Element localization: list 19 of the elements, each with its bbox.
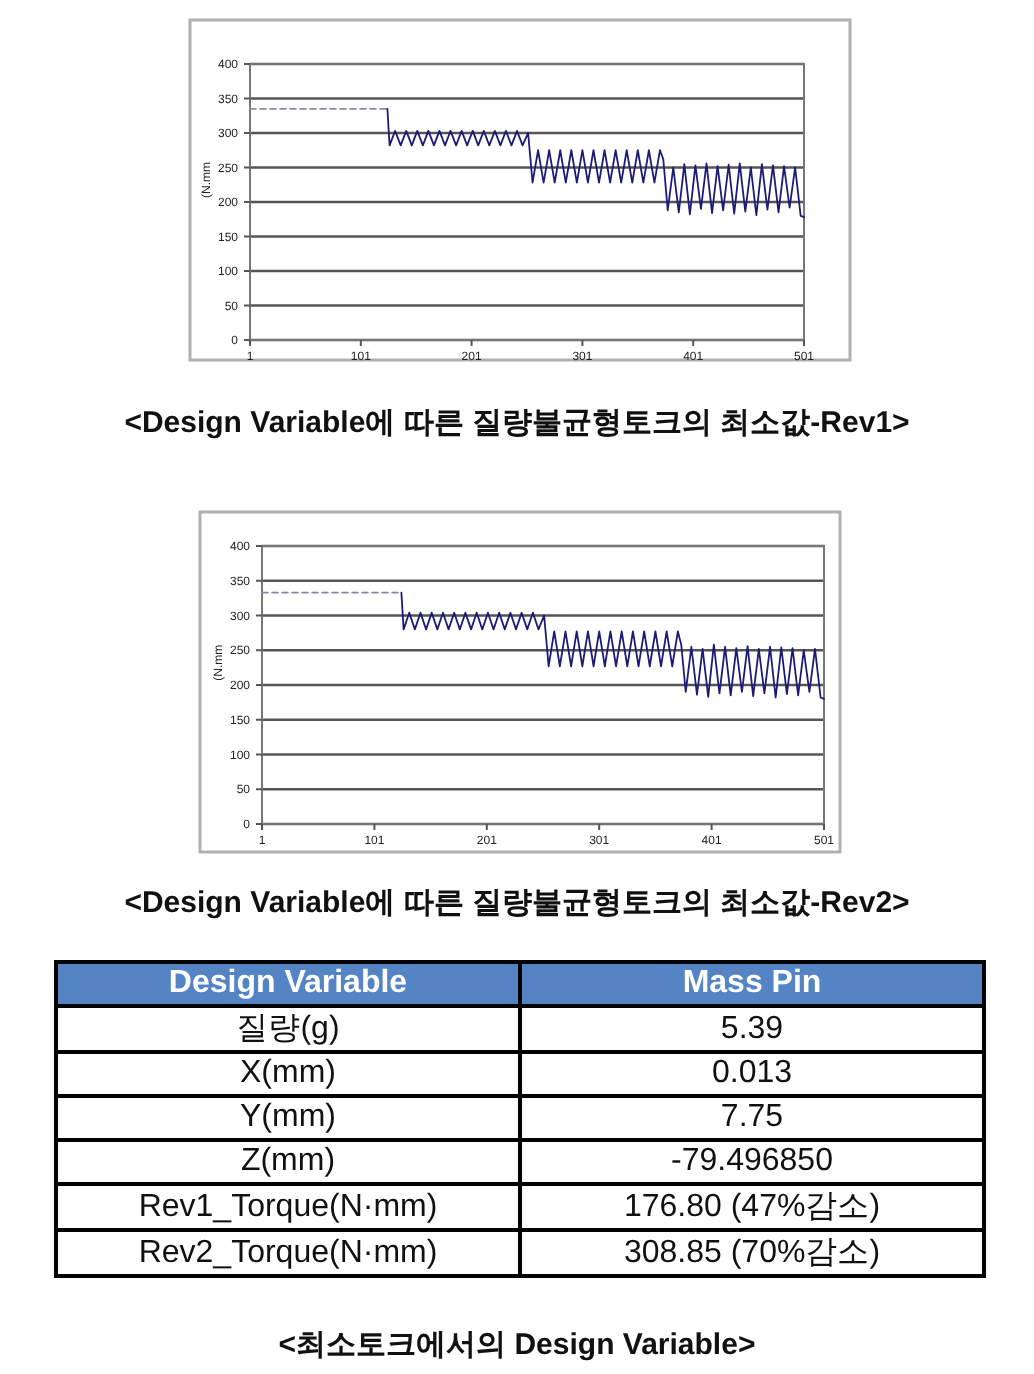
text: <최소토크에서의 Design Variable> (276, 1326, 758, 1364)
line-series (400, 591, 825, 700)
text: X(mm) (56, 1052, 520, 1096)
text: Design Variable (56, 962, 520, 1006)
text: 5.39 (520, 1006, 984, 1052)
text: -79.496850 (520, 1140, 984, 1184)
text: 176.80 (47%감소) (520, 1184, 984, 1230)
text: Rev2_Torque(N·mm) (56, 1230, 520, 1276)
text: Mass Pin (520, 962, 984, 1006)
text: 7.75 (520, 1096, 984, 1140)
text: <Design Variable에 따른 질량불균형토크의 최소값-Rev2> (122, 884, 912, 922)
text: 질량(g) (56, 1006, 520, 1052)
text: Y(mm) (56, 1096, 520, 1140)
text: Z(mm) (56, 1140, 520, 1184)
text: <Design Variable에 따른 질량불균형토크의 최소값-Rev1> (122, 404, 912, 442)
text: 0.013 (520, 1052, 984, 1096)
text: Rev1_Torque(N·mm) (56, 1184, 520, 1230)
text: 308.85 (70%감소) (520, 1230, 984, 1276)
line-series (386, 107, 805, 219)
